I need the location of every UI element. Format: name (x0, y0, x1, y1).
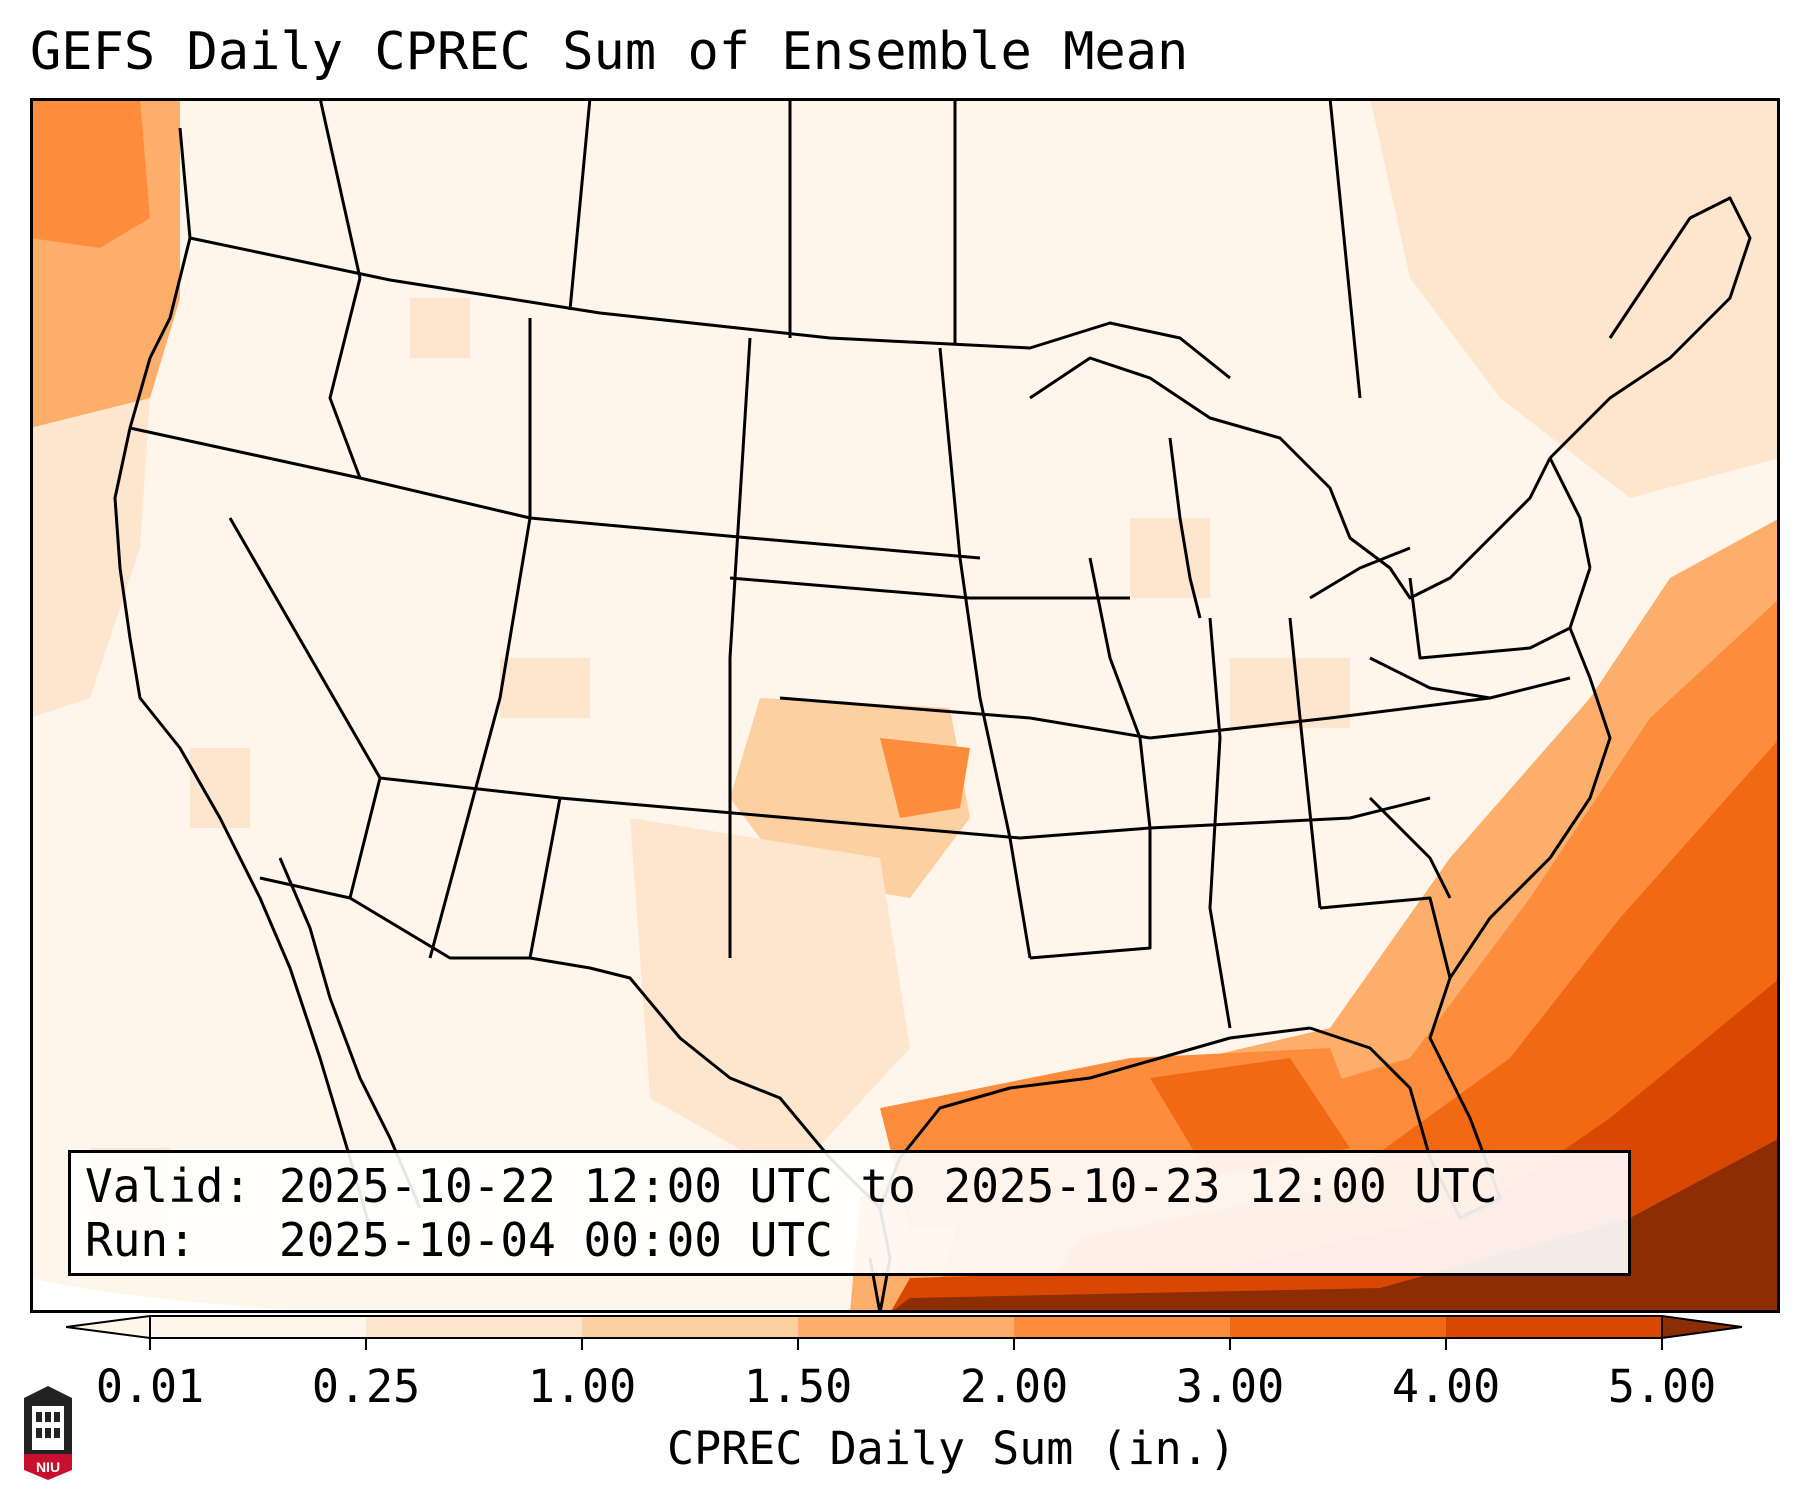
colorbar-tick-label: 5.00 (1607, 1360, 1717, 1413)
precip-block (410, 298, 470, 358)
colorbar-segment (366, 1316, 583, 1338)
colorbar-segment (150, 1316, 367, 1338)
state-border (728, 337, 752, 958)
canada-province-border (568, 98, 592, 311)
state-border (1288, 617, 1322, 909)
east-coastline (1309, 567, 1612, 1220)
valid-value: 2025-10-22 12:00 UTC to 2025-10-23 12:00… (278, 1159, 1498, 1213)
precip-block (500, 658, 590, 718)
precip-area-east-canada (1370, 98, 1780, 498)
colorbar-segment (798, 1316, 1015, 1338)
logo-text: NIU (36, 1459, 60, 1475)
lake-erie-shoreline (1309, 546, 1411, 600)
precipitation-map (30, 98, 1780, 1313)
colorbar-tick-label: 2.00 (959, 1360, 1069, 1413)
state-border (428, 517, 532, 959)
state-border (1149, 796, 1431, 830)
colorbar-tick-label: 4.00 (1391, 1360, 1501, 1413)
state-border (729, 576, 1130, 600)
precip-area-oklahoma-core (880, 738, 970, 818)
colorbar-tick-label: 0.25 (311, 1360, 421, 1413)
west-coastline (113, 127, 372, 1229)
colorbar-extend-high (1661, 1314, 1743, 1340)
state-border (789, 816, 1151, 840)
colorbar-tick-label: 1.50 (743, 1360, 853, 1413)
baja-coastline (278, 857, 422, 1209)
university-tower-icon: NIU (24, 1386, 72, 1480)
state-border (1208, 617, 1232, 1029)
state-border (1088, 557, 1152, 829)
precip-block (1130, 518, 1210, 598)
state-border (529, 516, 981, 560)
outside-projection-area (30, 1278, 350, 1313)
state-border (328, 277, 362, 479)
run-time-line: Run: 2025-10-04 00:00 UTC (85, 1213, 1628, 1267)
state-border (1149, 676, 1571, 740)
state-border (779, 696, 1151, 740)
valid-time-line: Valid: 2025-10-22 12:00 UTC to 2025-10-2… (85, 1159, 1628, 1213)
run-label: Run: (85, 1213, 196, 1267)
colorbar-label: CPREC Daily Sum (in.) (667, 1422, 1236, 1475)
precip-block (190, 748, 250, 828)
us-mexico-border (259, 876, 882, 1210)
colorbar-segment (1446, 1316, 1663, 1338)
state-border (528, 797, 562, 959)
state-border (1029, 828, 1152, 960)
valid-run-info-box: Valid: 2025-10-22 12:00 UTC to 2025-10-2… (68, 1150, 1631, 1276)
great-lakes-shoreline (1029, 356, 1552, 600)
precip-area-texas (630, 818, 910, 1178)
map-frame (30, 98, 1780, 1313)
canada-province-border (318, 98, 362, 279)
colorbar-segment (1230, 1316, 1447, 1338)
precip-block (1230, 658, 1350, 728)
precip-area-pacific-nw-core (30, 98, 150, 248)
colorbar (66, 1314, 1743, 1350)
state-border (1368, 796, 1452, 899)
northeast-coastline (1548, 196, 1752, 460)
state-border (1319, 896, 1452, 979)
colorbar-segment (1014, 1316, 1231, 1338)
state-border (1408, 577, 1571, 660)
precip-area-gulf-core (1150, 1058, 1350, 1178)
boundaries (113, 98, 1752, 1313)
canada-province-border (1328, 98, 1362, 399)
state-border (938, 347, 1032, 959)
colorbar-segment (582, 1316, 799, 1338)
colorbar-tick-label: 3.00 (1175, 1360, 1285, 1413)
colorbar-frame (149, 1315, 1663, 1339)
map-title: GEFS Daily CPREC Sum of Ensemble Mean (30, 22, 1189, 82)
lake-michigan-shoreline (1168, 437, 1202, 619)
colorbar-extend-low (66, 1314, 151, 1340)
valid-label: Valid: (85, 1159, 252, 1213)
state-border (1369, 656, 1491, 700)
us-canada-border (189, 236, 1231, 380)
colorbar-tick-label: 0.01 (95, 1360, 205, 1413)
run-value: 2025-10-04 00:00 UTC (278, 1213, 833, 1267)
state-border (1548, 457, 1592, 569)
colorbar-tick-label: 1.00 (527, 1360, 637, 1413)
